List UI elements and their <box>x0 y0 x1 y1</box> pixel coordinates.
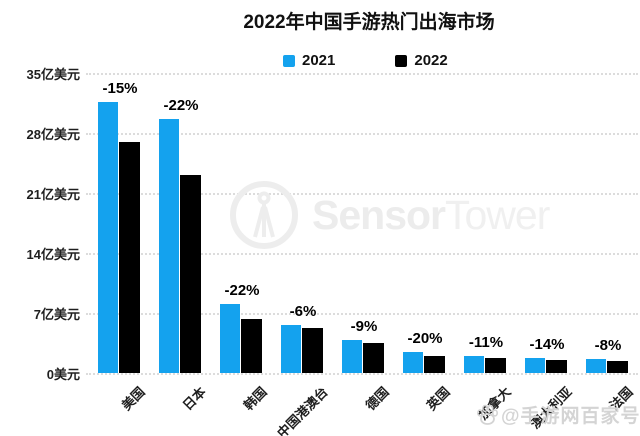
y-axis-label: 14亿美元 <box>26 247 80 262</box>
bar-2021 <box>586 359 606 373</box>
sensortower-wordmark-light: Tower <box>445 191 550 238</box>
gridline <box>86 313 638 315</box>
bar-change-label: -8% <box>594 337 622 355</box>
y-axis-label: 28亿美元 <box>26 127 80 142</box>
y-axis-label: 0美元 <box>46 367 80 382</box>
bar-2021 <box>159 119 179 373</box>
legend-item-2021: 2021 <box>283 52 335 69</box>
bar-change-label: -6% <box>289 303 317 320</box>
bar-2021 <box>98 102 118 373</box>
bar-change-label: -9% <box>350 318 378 336</box>
bar-change-label: -11% <box>468 333 504 351</box>
sensortower-wordmark-bold: Sensor <box>312 191 446 238</box>
x-axis-label-text: 中国港澳台 <box>274 384 331 436</box>
paw-icon <box>477 404 498 425</box>
bar-2022 <box>546 360 567 373</box>
bar-change-label: -22% <box>163 97 199 115</box>
sensortower-logo-icon <box>230 181 298 249</box>
legend-label-2022: 2022 <box>414 52 448 69</box>
legend: 2021 2022 <box>283 52 448 69</box>
x-axis-label-text: 日本 <box>179 384 209 414</box>
bar-2022 <box>485 358 506 373</box>
bar-2022 <box>119 142 140 373</box>
y-axis-label: 35亿美元 <box>26 67 80 82</box>
y-axis-label: 7亿美元 <box>33 307 80 322</box>
legend-label-2021: 2021 <box>302 52 336 69</box>
chart-title: 2022年中国手游热门出海市场 <box>243 12 495 33</box>
legend-item-2022: 2022 <box>395 52 448 69</box>
sensortower-watermark: SensorTower <box>226 177 550 253</box>
sensortower-wordmark: SensorTower <box>312 191 550 238</box>
bar-2021 <box>342 340 362 373</box>
bar-2021 <box>220 303 240 373</box>
bar-change-label: -15% <box>102 80 138 98</box>
gridline <box>86 73 638 75</box>
baijiahao-watermark: @手游网百家号 <box>477 401 640 428</box>
bar-2021 <box>464 355 484 373</box>
gridline <box>86 133 638 135</box>
gridline <box>86 253 638 255</box>
bar-change-label: -20% <box>407 329 443 347</box>
x-axis-label-text: 德国 <box>362 384 392 414</box>
bar-change-label: -14% <box>529 336 565 353</box>
x-axis-label-text: 美国 <box>118 384 148 414</box>
bar-2022 <box>302 328 323 373</box>
gridline <box>86 373 638 375</box>
x-axis-label-text: 英国 <box>423 384 453 414</box>
bar-2022 <box>363 343 384 373</box>
legend-swatch-2022 <box>395 54 408 67</box>
bar-change-label: -22% <box>224 281 260 299</box>
x-axis-label-text: 韩国 <box>240 384 270 414</box>
bar-2021 <box>403 351 423 373</box>
bar-2022 <box>607 360 628 373</box>
byline-text: @手游网百家号 <box>501 406 640 427</box>
y-axis-label: 21亿美元 <box>26 187 80 202</box>
bar-2022 <box>241 319 262 373</box>
bar-2021 <box>281 325 301 373</box>
bar-2021 <box>525 358 545 373</box>
legend-swatch-2021 <box>283 54 295 67</box>
bar-2022 <box>180 175 201 373</box>
bar-2022 <box>424 355 445 373</box>
gridline <box>86 193 638 195</box>
